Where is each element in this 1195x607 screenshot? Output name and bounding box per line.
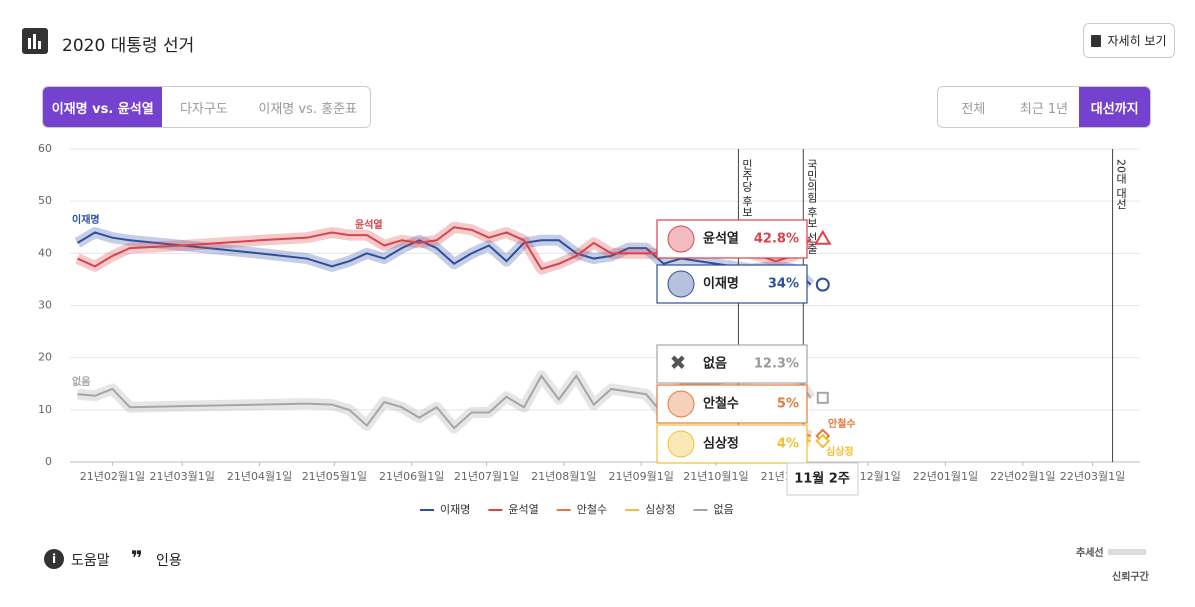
tooltip-name: 이재명: [703, 276, 739, 292]
tooltip-item: 윤석열 42.8%: [656, 219, 808, 259]
y-tick-label: 10: [38, 403, 52, 416]
trend-key: 추세선: [1076, 548, 1104, 559]
legend-label: 안철수: [577, 503, 607, 516]
tooltip-value: 12.3%: [754, 357, 799, 372]
x-tick-label: 21년07월1일: [454, 469, 519, 483]
tooltip-item: ✖ 없음 12.3%: [656, 344, 808, 384]
help-icon[interactable]: i: [44, 549, 64, 569]
tab[interactable]: 다자구도: [179, 101, 228, 117]
tooltip-name: 없음: [703, 356, 727, 372]
range-button[interactable]: 전체: [961, 101, 986, 117]
trend-line: [76, 231, 812, 286]
help-text[interactable]: 도움말: [71, 553, 110, 569]
series-label: 심상정: [826, 445, 854, 458]
legend-label: 심상정: [645, 503, 675, 516]
end-marker: [814, 229, 832, 245]
y-tick-label: 40: [38, 246, 52, 259]
x-tick-label: 21년04월1일: [227, 469, 292, 483]
end-marker: [815, 433, 831, 449]
tab[interactable]: 이재명 vs. 홍준표: [258, 101, 358, 117]
end-marker: [816, 391, 829, 404]
x-tick-label: 21년10월1일: [683, 469, 748, 483]
legend-label: 윤석열: [508, 503, 538, 516]
y-tick-label: 20: [38, 351, 52, 364]
x-tick-label: 21년08월1일: [531, 469, 596, 483]
x-tick-label: 21년06월1일: [379, 469, 444, 483]
tooltip-date-box: [786, 462, 859, 496]
series-label: 안철수: [828, 417, 856, 430]
series-label: 이재명: [72, 213, 100, 226]
band-key: [1108, 549, 1146, 555]
cite-text[interactable]: 인용: [156, 553, 182, 569]
page-title: 2020 대통령 선거: [62, 36, 195, 56]
avatar: [667, 430, 695, 458]
tab-group: 이재명 vs. 윤석열 다자구도 이재명 vs. 홍준표: [42, 86, 371, 128]
avatar: [667, 270, 695, 298]
detail-text: 자세히 보기: [1107, 34, 1167, 48]
y-tick-label: 0: [45, 455, 52, 468]
detail-button[interactable]: 자세히 보기: [1083, 23, 1175, 58]
x-tick-label: 22년01월1일: [913, 469, 978, 483]
tooltip-value: 34%: [768, 277, 799, 292]
legend-label: 이재명: [440, 503, 470, 516]
legend-label: 없음: [714, 503, 734, 516]
tooltip-value: 5%: [777, 397, 799, 412]
annotation-label: 20대 대선: [1115, 159, 1128, 210]
avatar: [667, 390, 695, 418]
tooltip-name: 윤석열: [703, 231, 739, 247]
x-tick-label: 21년05월1일: [302, 469, 367, 483]
x-tick-label: 21년09월1일: [608, 469, 673, 483]
x-tick-label: 21년03월1일: [150, 469, 215, 483]
tooltip-item: 안철수 5%: [656, 384, 808, 424]
series-label: 윤석열: [355, 218, 383, 231]
tooltip-card: [656, 344, 808, 384]
chart: 0 10 20 30 40 50 60 21년02월1일 21년03월1일 21년04월1일 21년…: [38, 142, 1140, 516]
title-icon: [22, 28, 48, 54]
avatar: [667, 225, 695, 253]
range-button[interactable]: 최근 1년: [1019, 101, 1069, 117]
tooltip-item: 심상정 4%: [656, 424, 808, 464]
tooltip-name: 안철수: [703, 396, 739, 412]
x-tick-label: 22년02월1일: [990, 469, 1055, 483]
y-tick-label: 60: [38, 142, 52, 155]
annotation-label: 국민의힘 후보 선출: [805, 159, 818, 254]
confidence-key: 신뢰구간: [1112, 572, 1149, 583]
end-marker: [815, 277, 830, 292]
tab[interactable]: 이재명 vs. 윤석열: [43, 87, 163, 127]
x-tick-label: 22년03월1일: [1060, 469, 1125, 483]
tooltip-value: 42.8%: [754, 232, 799, 247]
tooltip-name: 심상정: [703, 436, 739, 452]
range-group: 전체 최근 1년 대선까지: [937, 86, 1151, 128]
tooltip-value: 4%: [777, 437, 799, 452]
range-button[interactable]: 대선까지: [1079, 87, 1150, 127]
cite-icon[interactable]: ❞: [131, 546, 143, 570]
x-tick-label: 21년02월1일: [80, 469, 145, 483]
tooltip-date: 11월 2주: [794, 471, 850, 487]
y-tick-label: 50: [38, 194, 52, 207]
tooltip-item: 이재명 34%: [656, 264, 808, 304]
none-icon: ✖: [670, 351, 687, 375]
y-tick-label: 30: [38, 299, 52, 312]
series-label: 없음: [72, 375, 90, 388]
